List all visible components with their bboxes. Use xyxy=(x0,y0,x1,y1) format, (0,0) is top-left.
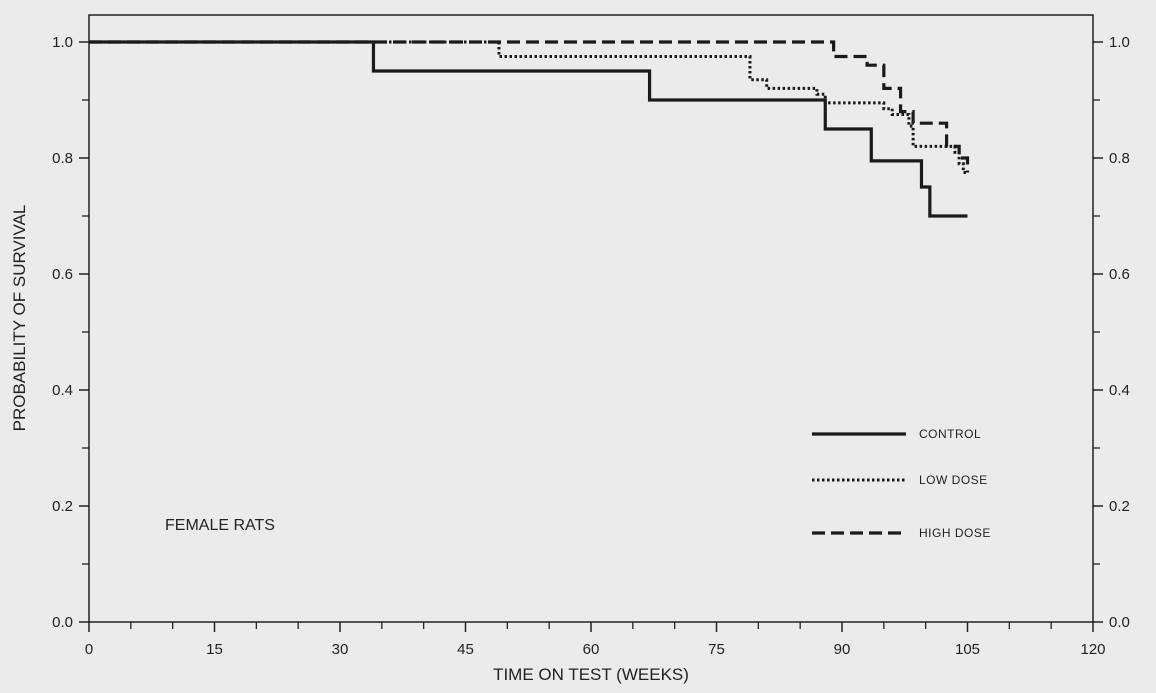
y-tick-label: 1.0 xyxy=(52,34,73,51)
x-tick-label: 0 xyxy=(85,641,93,658)
y-tick-label: 0.8 xyxy=(52,150,73,167)
x-tick-label: 15 xyxy=(206,641,223,658)
x-tick-label: 120 xyxy=(1080,641,1105,658)
y-axis-title: PROBABILITY OF SURVIVAL xyxy=(10,205,29,432)
series-high-dose xyxy=(89,40,970,173)
series-low-dose xyxy=(89,40,968,174)
y2-tick-label: 0.8 xyxy=(1109,150,1130,167)
legend-label: LOW DOSE xyxy=(919,473,988,487)
annotation-female-rats: FEMALE RATS xyxy=(165,517,275,534)
x-axis-title: TIME ON TEST (WEEKS) xyxy=(493,665,689,684)
y2-tick-label: 0.0 xyxy=(1109,614,1130,631)
y-tick-label: 0.4 xyxy=(52,382,73,399)
x-tick-label: 90 xyxy=(834,641,851,658)
legend-label: HIGH DOSE xyxy=(919,526,991,540)
x-tick-label: 30 xyxy=(332,641,349,658)
y2-tick-label: 0.2 xyxy=(1109,498,1130,515)
y2-tick-label: 1.0 xyxy=(1109,34,1130,51)
x-tick-label: 105 xyxy=(955,641,980,658)
series-layer xyxy=(89,40,970,218)
y-tick-label: 0.2 xyxy=(52,498,73,515)
y-tick-label: 0.6 xyxy=(52,266,73,283)
x-tick-label: 60 xyxy=(583,641,600,658)
legend-label: CONTROL xyxy=(919,427,981,441)
legend: CONTROL LOW DOSE HIGH DOSE xyxy=(812,427,991,540)
x-tick-label: 45 xyxy=(457,641,474,658)
y2-tick-label: 0.6 xyxy=(1109,266,1130,283)
x-tick-label: 75 xyxy=(708,641,725,658)
series-control xyxy=(89,40,968,218)
y2-tick-label: 0.4 xyxy=(1109,382,1130,399)
y-tick-label: 0.0 xyxy=(52,614,73,631)
